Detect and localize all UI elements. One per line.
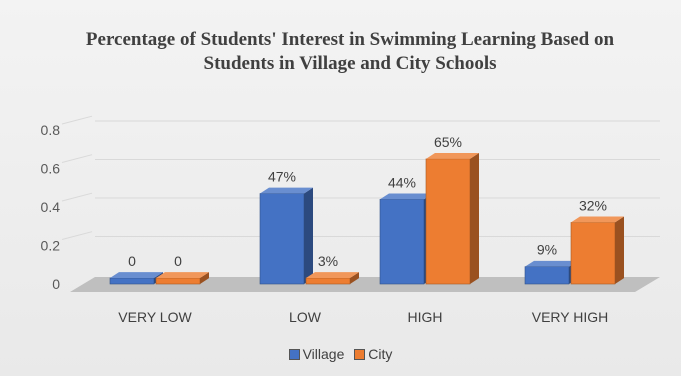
bar-top: [260, 187, 313, 194]
bar-village-high: [379, 193, 433, 285]
bar-top: [525, 260, 578, 267]
x-category-label: HIGH: [408, 309, 443, 325]
bar-side: [350, 272, 359, 284]
legend-item-city: City: [354, 346, 392, 362]
gridline-depth: [61, 115, 93, 125]
legend-item-village: Village: [288, 346, 345, 362]
bar-side: [304, 187, 313, 284]
y-tick-label: 0.4: [41, 199, 61, 215]
bar-front: [425, 158, 471, 285]
bar-city-very-low: [155, 272, 209, 285]
bar-side: [200, 272, 209, 284]
bars: [109, 153, 624, 285]
gridline-depth: [61, 154, 93, 163]
bar-top: [571, 216, 624, 223]
data-label: 44%: [388, 174, 416, 190]
data-label: 47%: [268, 169, 296, 185]
bar-village-low: [259, 187, 313, 285]
data-label: 32%: [579, 197, 607, 213]
legend-label-village: Village: [302, 346, 345, 362]
legend-swatch-city: [354, 348, 366, 360]
bar-city-very-high: [570, 216, 624, 285]
bar-city-high: [425, 153, 479, 285]
bar-top: [110, 272, 163, 278]
bar-top: [306, 272, 359, 278]
y-tick-label: 0.8: [41, 122, 61, 138]
bar-side: [615, 216, 624, 284]
bar-front: [570, 222, 616, 285]
bar-front: [109, 277, 155, 285]
legend: Village City: [0, 346, 681, 363]
bar-top: [156, 272, 209, 278]
bar-front: [524, 266, 570, 285]
x-category-label: LOW: [289, 309, 322, 325]
data-label: 65%: [434, 134, 462, 150]
gridlines: [61, 115, 660, 240]
chart-title: Percentage of Students' Interest in Swim…: [85, 29, 615, 74]
chart-floor: [70, 277, 660, 292]
bar-front: [305, 277, 351, 285]
x-category-label: VERY LOW: [118, 309, 192, 325]
data-label: 0: [128, 253, 136, 269]
labels: 0 0.2 0.4 0.6 0.8 VERY LOW LOW HIGH VERY HIGH 0 47…: [41, 122, 609, 325]
bar-top: [380, 193, 433, 200]
bar-front: [259, 193, 305, 285]
gridline-depth: [61, 192, 93, 202]
gridline-depth: [61, 231, 93, 240]
bar-village-very-low: [109, 272, 163, 285]
bar-village-very-high: [524, 260, 578, 285]
bar-front: [155, 277, 201, 285]
bar-top: [426, 153, 479, 159]
x-category-label: VERY HIGH: [532, 309, 609, 325]
bar-city-low: [305, 272, 359, 285]
legend-label-city: City: [368, 346, 393, 362]
y-tick-label: 0: [52, 276, 60, 292]
y-tick-label: 0.6: [41, 161, 61, 177]
data-label: 3%: [318, 253, 338, 269]
bar-side: [470, 153, 479, 284]
data-label: 9%: [537, 242, 557, 258]
bar-front: [379, 199, 425, 285]
legend-swatch-village: [288, 348, 300, 360]
data-label: 0: [174, 253, 182, 269]
y-tick-label: 0.2: [41, 238, 61, 254]
floor-plane: [70, 277, 660, 292]
